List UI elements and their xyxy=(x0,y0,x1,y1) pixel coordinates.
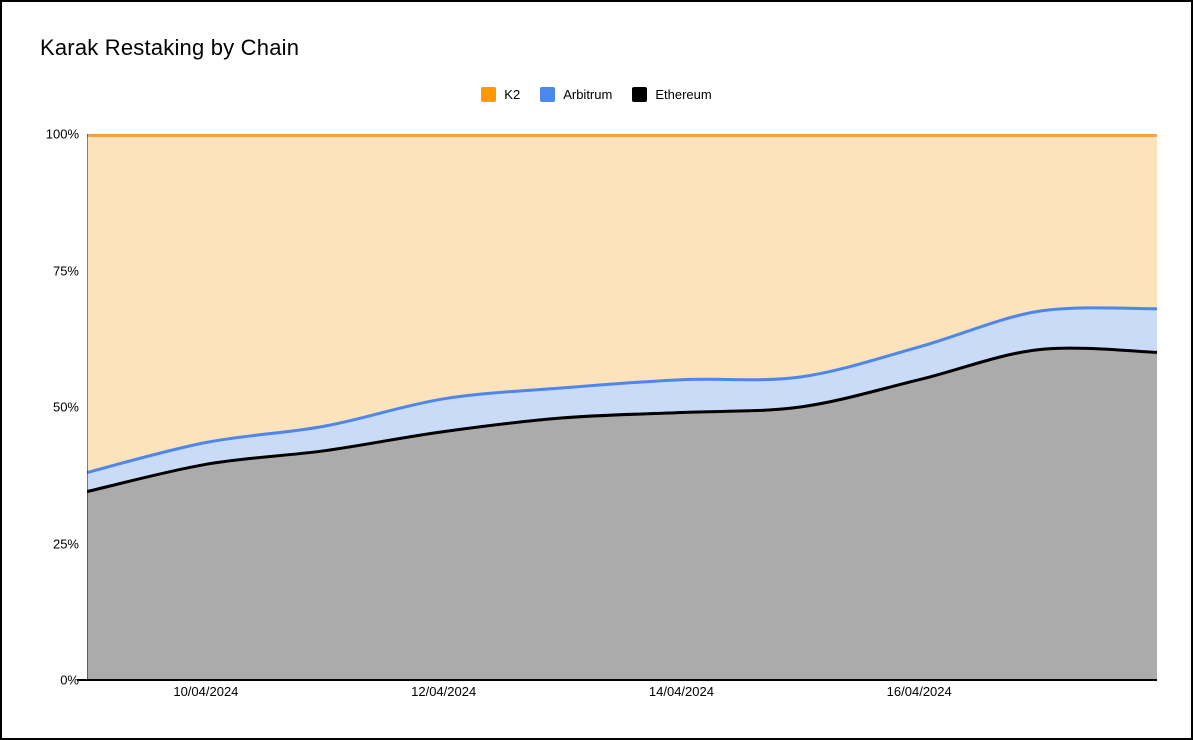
area-k2 xyxy=(87,134,1157,473)
x-tick-label: 10/04/2024 xyxy=(173,684,239,699)
y-tick-label: 0% xyxy=(60,672,79,688)
chart-title: Karak Restaking by Chain xyxy=(40,35,300,60)
x-tick-label: 16/04/2024 xyxy=(886,684,952,699)
y-tick-label: 75% xyxy=(52,263,79,278)
line-arbitrum xyxy=(87,306,1157,474)
x-tick-label: 14/04/2024 xyxy=(648,684,714,699)
legend-item-k2: K2 xyxy=(481,87,520,102)
area-ethereum xyxy=(87,348,1157,680)
y-tick-label: 100% xyxy=(45,126,79,142)
legend-item-arbitrum: Arbitrum xyxy=(540,87,612,102)
legend-swatch-icon xyxy=(540,87,556,102)
legend-item-ethereum: Ethereum xyxy=(632,87,712,102)
legend-swatch-icon xyxy=(481,87,497,102)
y-tick-label: 25% xyxy=(52,536,79,551)
stacked-area-chart xyxy=(87,134,1157,680)
legend-label: K2 xyxy=(504,87,521,102)
line-ethereum xyxy=(87,346,1157,494)
plot-area xyxy=(87,134,1157,680)
legend-swatch-icon xyxy=(632,87,648,102)
legend-label: Arbitrum xyxy=(563,87,613,102)
legend: K2 Arbitrum Ethereum xyxy=(2,87,1191,102)
x-tick-label: 12/04/2024 xyxy=(411,684,477,699)
legend-label: Ethereum xyxy=(655,87,712,102)
x-axis-line xyxy=(77,679,1157,681)
y-tick-label: 50% xyxy=(52,399,79,415)
